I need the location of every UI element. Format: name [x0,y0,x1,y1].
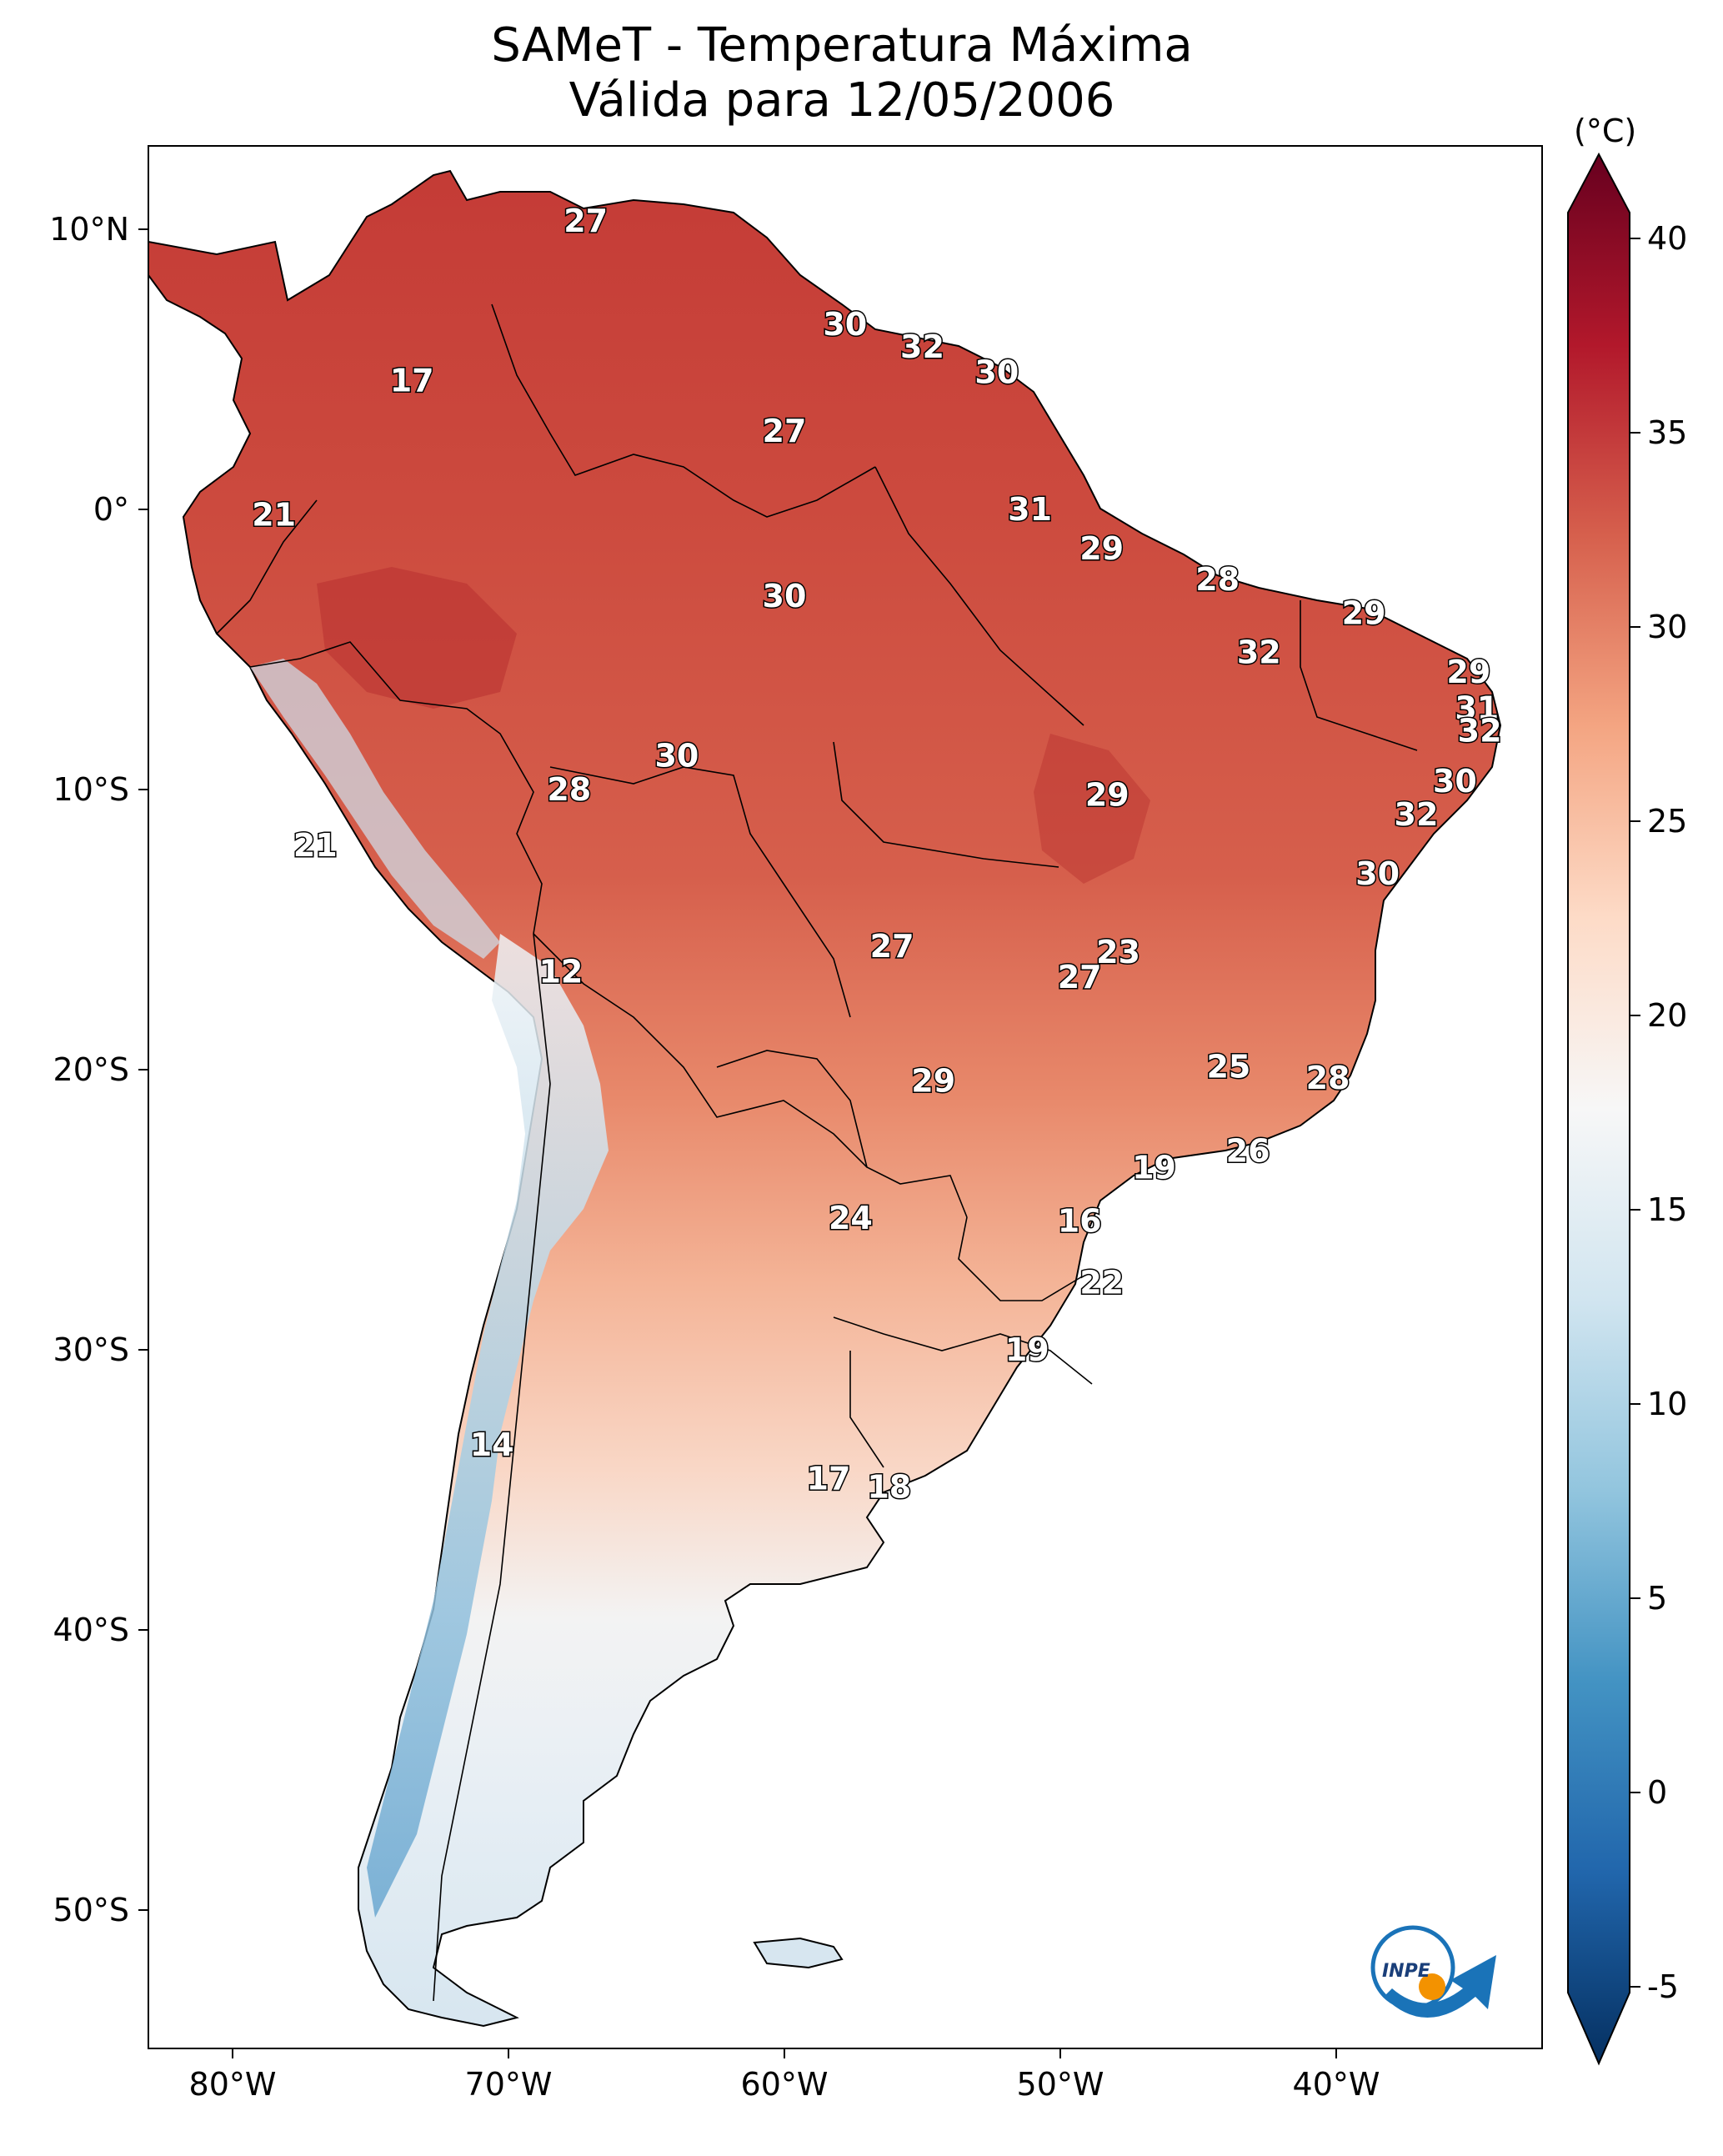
lat-tick-label: 40°S [53,1612,129,1648]
station-value-label: 29 [1079,530,1124,567]
colorbar: 40 35 30 25 20 15 10 5 0 -5 (°C) [1567,113,1687,2066]
station-value-label: 21 [293,827,338,864]
colorbar-tick-label: 25 [1647,803,1687,840]
station-value-label: 30 [1355,855,1400,892]
station-value-label: 28 [1195,561,1240,598]
amazon-hot-core [317,567,517,709]
lat-tick-label: 10°N [49,211,129,248]
station-value-label: 30 [763,578,807,614]
station-value-label: 27 [763,413,807,449]
station-value-label: 29 [1085,777,1129,814]
station-value-label: 19 [1132,1150,1176,1186]
colorbar-tick-label: 0 [1647,1774,1667,1811]
andes-cold-band [367,934,609,1918]
brazil-hot-core [1034,734,1150,884]
longitude-axis: 80°W 70°W 60°W 50°W 40°W [189,2048,1380,2103]
lon-tick-label: 80°W [189,2066,277,2103]
station-value-label: 27 [870,928,914,965]
title-line-2: Válida para 12/05/2006 [568,73,1115,128]
station-value-label: 17 [807,1461,851,1497]
falkland-islands [753,1937,844,1969]
colorbar-tick-label: 35 [1647,414,1687,451]
station-value-label: 21 [252,497,296,534]
station-value-label: 29 [1446,654,1490,690]
station-value-label: 29 [1342,594,1386,631]
station-value-label: 29 [911,1062,955,1099]
peru-coast-cool [250,659,500,959]
inpe-logo: INPE [1370,1925,1496,2018]
colorbar-ticks: 40 35 30 25 20 15 10 5 0 -5 [1630,220,1687,2005]
station-value-label: 32 [1395,796,1439,833]
station-value-label: 30 [654,738,699,775]
lat-tick-label: 30°S [53,1331,129,1368]
station-value-label: 30 [1433,763,1477,800]
logo-text: INPE [1382,1961,1430,1982]
lon-tick-label: 40°W [1293,2066,1380,2103]
colorbar-tick-label: 10 [1647,1386,1687,1422]
logo-arrow-icon [1384,1955,1496,2018]
colorbar-tick-label: 40 [1647,220,1687,257]
lat-tick-label: 20°S [53,1051,129,1088]
lon-tick-label: 60°W [741,2066,829,2103]
station-value-label: 17 [390,362,434,399]
logo-sun-icon [1419,1973,1445,2000]
colorbar-tick-label: -5 [1647,1968,1679,2005]
station-value-label: 18 [867,1469,911,1506]
colorbar-tick-label: 5 [1647,1580,1667,1617]
colorbar-tick-label: 20 [1647,997,1687,1034]
station-value-label: 31 [1455,690,1499,727]
colorbar-body [1567,152,1630,2066]
station-value-label: 27 [1058,959,1102,995]
map-frame [148,145,1543,2049]
colorbar-tick-label: 15 [1647,1191,1687,1228]
station-value-label: 16 [1058,1202,1102,1239]
station-value-label: 19 [1005,1331,1049,1368]
station-value-label: 28 [547,771,591,808]
station-value-label: 14 [470,1426,514,1463]
station-value-label: 32 [1458,712,1502,749]
station-value-label: 30 [823,306,867,343]
station-value-label: 22 [1079,1264,1124,1301]
station-value-label: 24 [829,1200,873,1236]
station-value-label: 30 [974,353,1019,390]
lon-tick-label: 50°W [1017,2066,1104,2103]
lat-tick-label: 10°S [53,771,129,808]
latitude-axis: 10°N 0° 10°S 20°S 30°S 40°S 50°S [49,211,148,1928]
colorbar-unit: (°C) [1574,113,1636,149]
station-value-label: 26 [1226,1132,1270,1169]
lon-tick-label: 70°W [465,2066,553,2103]
lat-tick-label: 0° [93,491,129,528]
station-value-label: 32 [1237,634,1281,670]
colorbar-tick-label: 30 [1647,609,1687,645]
chart-title: SAMeT - Temperatura Máxima Válida para 1… [146,18,1538,128]
map-area [148,146,1542,2048]
lat-tick-label: 50°S [53,1892,129,1928]
station-value-label: 32 [900,328,944,365]
station-value-label: 27 [563,203,608,239]
station-value-label: 12 [538,953,583,990]
station-value-label: 31 [1008,491,1052,528]
country-borders [216,303,1418,2002]
station-value-label: 28 [1306,1060,1350,1096]
title-line-1: SAMeT - Temperatura Máxima [491,18,1193,73]
station-value-label: 25 [1206,1049,1250,1086]
station-value-label: 23 [1096,934,1140,970]
